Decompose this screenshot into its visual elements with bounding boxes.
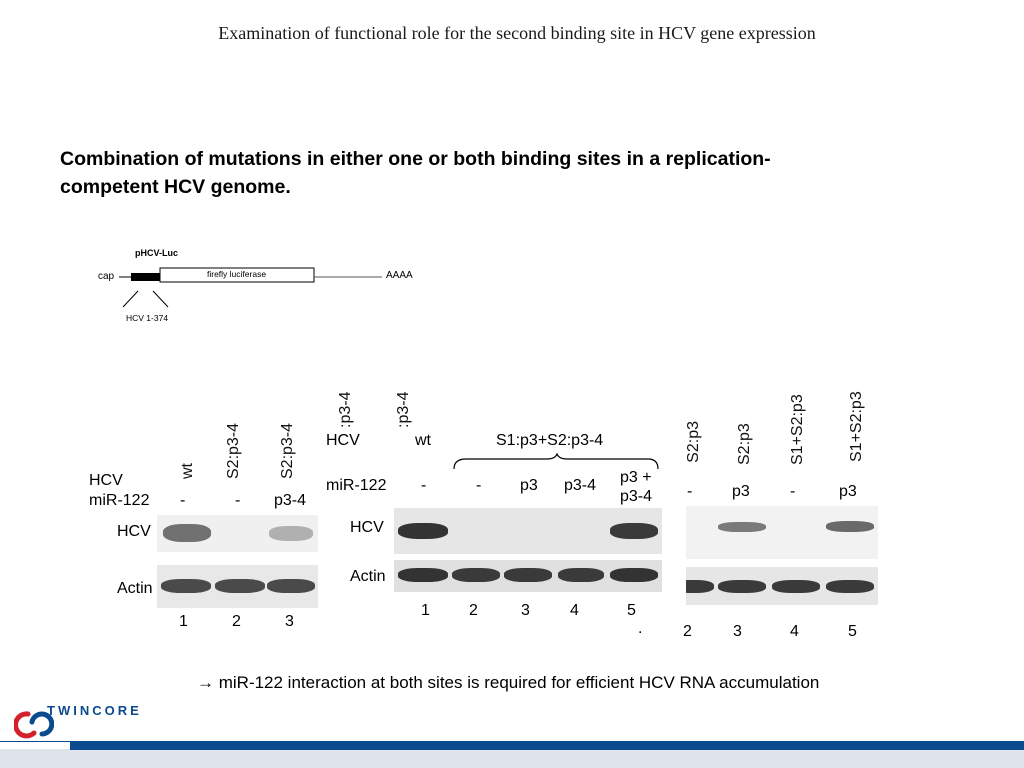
panel1-col-label-2: S2:p3-4 [225, 422, 242, 479]
panel3-mir-1: - [687, 483, 693, 500]
panel3-lane-4: 4 [790, 623, 799, 640]
panel1-lane-3: 3 [285, 613, 294, 630]
hcv-region-label: HCV 1-374 [126, 313, 169, 323]
panel2-group-label: S1:p3+S2:p3-4 [496, 432, 604, 449]
twincore-logo-text: TWINCORE [47, 703, 142, 718]
panel2-lane-1: 1 [421, 602, 430, 619]
luciferase-label: firefly luciferase [207, 269, 267, 279]
panel3-hcv-band-3 [718, 522, 766, 532]
panel2-group-bracket [453, 453, 659, 470]
panel2-mir-5a: p3 + [620, 469, 652, 486]
panel2-dot: . [638, 620, 643, 637]
panel2-band-hcv-label: HCV [350, 519, 384, 536]
panel3-col-label-4: S1+S2:p3 [848, 391, 865, 462]
panel2-hcv-band-5 [610, 523, 658, 539]
panel3-actin-band-2 [686, 580, 714, 593]
panel1-mir-2: - [235, 492, 241, 509]
panel2-actin-blot [394, 560, 662, 592]
panel1-actin-band-3 [267, 579, 315, 593]
cap-label: cap [98, 271, 115, 282]
blot-panel-1: wt S2:p3-4 S2:p3-4 HCV miR-122 - - p3-4 … [85, 380, 330, 640]
panel2-lane-2: 2 [469, 602, 478, 619]
panel2-mir-4: p3-4 [564, 477, 597, 494]
panel2-cut-label-2: :p3-4 [395, 391, 412, 428]
twincore-logo-mark [14, 711, 54, 739]
slide-heading: Combination of mutations in either one o… [60, 148, 771, 198]
panel1-mir-3: p3-4 [274, 492, 307, 509]
panel3-actin-band-5 [826, 580, 874, 593]
blot-panel-3: S2:p3 S2:p3 S1+S2:p3 S1+S2:p3 - p3 - p3 … [680, 380, 890, 650]
panel1-row-hcv: HCV [89, 472, 123, 489]
panel1-hcv-band-1 [163, 524, 211, 542]
panel2-mir-3: p3 [520, 477, 538, 494]
panel3-mir-2: p3 [732, 483, 750, 500]
panel2-hcv-blot [394, 508, 662, 554]
panel2-mir-2: - [476, 477, 482, 494]
panel1-row-mir: miR-122 [89, 492, 150, 509]
panel2-band-actin-label: Actin [350, 568, 386, 585]
panel2-lane-4: 4 [570, 602, 579, 619]
panel2-actin-band-1 [398, 568, 448, 582]
panel3-actin-band-4 [772, 580, 820, 593]
panel3-actin-blot [686, 567, 878, 605]
footer-band [0, 749, 1024, 768]
panel3-hcv-blot [686, 506, 878, 559]
panel1-mir-1: - [180, 492, 186, 509]
construct-label: pHCV-Luc [135, 248, 179, 258]
panel3-lane-5: 5 [848, 623, 857, 640]
panel2-mir-5b: p3-4 [620, 488, 653, 505]
panel2-cut-label-1: :p3-4 [337, 391, 354, 428]
panel1-lane-2: 2 [232, 613, 241, 630]
panel1-col-label-1: wt [179, 463, 196, 479]
panel3-col-label-2: S2:p3 [736, 423, 753, 465]
panel2-wt-label: wt [415, 432, 431, 449]
panel3-lane-2: 2 [683, 623, 692, 640]
panel3-col-label-1: S2:p3 [685, 421, 702, 463]
panel2-hcv-band-1 [398, 523, 448, 539]
panel2-actin-band-4 [558, 568, 604, 582]
panel1-actin-blot [157, 565, 318, 608]
panel1-actin-band-1 [161, 579, 211, 593]
panel1-hcv-blot [157, 515, 318, 552]
construct-diagram-graphic [119, 267, 382, 308]
panel3-col-label-3: S1+S2:p3 [789, 394, 806, 465]
panel2-actin-band-5 [610, 568, 658, 582]
panel3-lane-3: 3 [733, 623, 742, 640]
twincore-logo: TWINCORE [14, 700, 154, 744]
slide-title: Examination of functional role for the s… [218, 23, 816, 43]
panel3-actin-band-3 [718, 580, 766, 593]
panel2-mir-1: - [421, 477, 427, 494]
panel1-lane-1: 1 [179, 613, 188, 630]
panel2-lane-5: 5 [627, 602, 636, 619]
blot-panel-2: :p3-4 :p3-4 HCV wt S1:p3+S2:p3-4 miR-122… [320, 380, 670, 650]
panel1-band-hcv-label: HCV [117, 523, 151, 540]
panel2-lane-3: 3 [521, 602, 530, 619]
conclusion-text: → miR-122 interaction at both sites is r… [197, 673, 820, 692]
panel2-actin-band-3 [504, 568, 552, 582]
panel2-row-mir: miR-122 [326, 477, 387, 494]
footer-accent-line [70, 741, 1024, 750]
panel1-col-label-3: S2:p3-4 [279, 422, 296, 479]
panel3-hcv-band-5 [826, 521, 874, 532]
panel2-row-hcv: HCV [326, 432, 360, 449]
polya-label: AAAA [386, 270, 413, 281]
construct-diagram: pHCV-Luc cap firefly luciferase AAAA HCV… [90, 240, 440, 335]
panel1-hcv-band-3 [269, 526, 313, 541]
footer-thin-line [0, 741, 70, 742]
panel1-actin-band-2 [215, 579, 265, 593]
panel1-band-actin-label: Actin [117, 580, 153, 597]
panel3-mir-3: - [790, 483, 796, 500]
panel2-actin-band-2 [452, 568, 500, 582]
panel3-mir-4: p3 [839, 483, 857, 500]
